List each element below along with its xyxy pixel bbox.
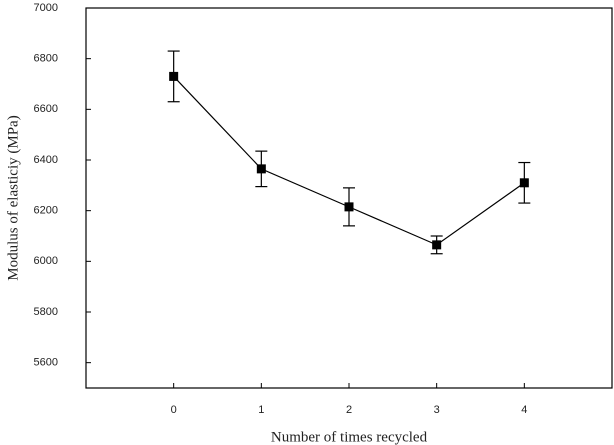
x-tick-label: 4 <box>521 404 527 416</box>
y-tick-label: 6000 <box>34 255 58 267</box>
y-tick-label: 5600 <box>34 357 58 369</box>
marker <box>519 178 529 188</box>
x-tick-label: 3 <box>434 404 440 416</box>
y-tick-label: 6400 <box>34 154 58 166</box>
x-tick-label: 1 <box>258 404 264 416</box>
y-axis-label: Modulus of elasticiy (MPa) <box>5 115 21 280</box>
y-tick-label: 5800 <box>34 306 58 318</box>
y-tick-label: 6600 <box>34 103 58 115</box>
x-tick-label: 0 <box>171 404 177 416</box>
x-axis-label: Number of times recycled <box>271 429 428 445</box>
marker <box>432 240 442 250</box>
y-tick-label: 6800 <box>34 53 58 65</box>
x-tick-label: 2 <box>346 404 352 416</box>
marker <box>256 164 266 174</box>
y-tick-label: 7000 <box>34 2 58 14</box>
marker <box>344 202 354 212</box>
y-tick-label: 6200 <box>34 205 58 217</box>
marker <box>169 71 179 81</box>
